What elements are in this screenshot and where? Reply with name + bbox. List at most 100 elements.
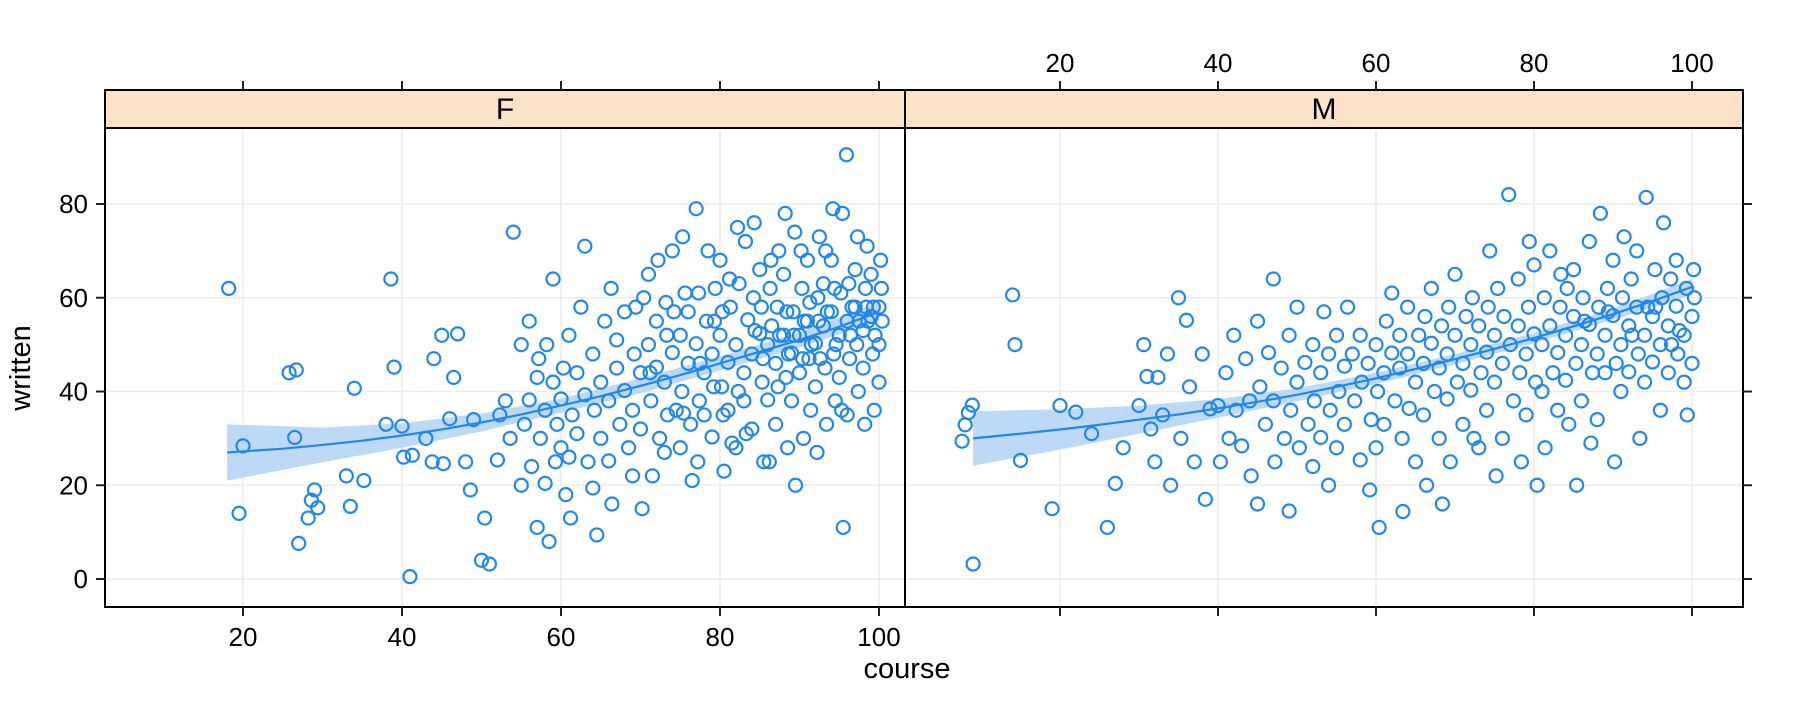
data-point [1155,407,1171,423]
data-point [531,351,547,367]
data-point [1344,346,1360,362]
data-point [740,312,756,328]
data-point [632,421,649,437]
data-point [1243,468,1259,484]
data-point [1613,383,1629,400]
data-point [957,417,973,433]
data-point [1417,308,1433,325]
data-point [1221,430,1237,446]
data-point [823,304,839,320]
data-point [651,430,668,446]
data-point [1378,313,1394,329]
data-point [1368,337,1384,353]
data-point [1249,496,1266,512]
data-point [1249,313,1266,329]
data-point [659,407,676,423]
data-point [624,468,641,484]
data-point [1536,290,1552,306]
data-point [682,416,699,432]
data-point [1289,299,1305,315]
data-point [1212,454,1228,470]
data-point [386,359,402,375]
data-point [577,387,593,403]
data-point [1289,374,1305,390]
data-point [1210,397,1226,414]
data-point [1281,503,1297,519]
data-point [1478,402,1495,418]
data-point [446,369,462,386]
data-point [1283,402,1299,418]
data-point [1426,383,1443,400]
data-point [532,430,548,446]
data-point [1099,519,1116,536]
data-point [1241,393,1258,409]
data-point [1510,271,1526,287]
data-point [521,313,537,329]
data-point [716,463,732,479]
data-point [1501,187,1517,203]
data-point [539,337,555,353]
data-point [1352,327,1368,343]
data-point [812,351,828,367]
data-point [1494,430,1511,446]
data-point [728,337,744,353]
top-axis-tick-label: 100 [1670,48,1713,78]
data-point [616,382,633,399]
data-point [601,453,617,469]
data-point [502,430,518,446]
data-point [838,147,855,163]
data-point [1313,429,1329,446]
data-point [762,280,778,296]
data-point [603,280,619,296]
data-point [1684,355,1700,371]
data-point [1276,430,1292,446]
data-point [728,440,744,456]
data-point [828,337,844,353]
data-point [562,510,579,526]
data-point [458,454,474,470]
data-point [612,416,628,432]
data-point [291,535,307,551]
data-point [644,468,661,484]
data-point [696,365,712,381]
data-point [818,243,834,259]
data-point [1636,374,1653,390]
data-point [1360,355,1376,371]
bottom-axis-tick-label: 40 [388,622,417,652]
data-point [426,351,442,367]
data-point [1052,397,1068,414]
data-point [775,266,792,282]
data-point [865,346,881,362]
data-point [1336,416,1353,432]
data-point [1218,365,1234,381]
data-point [1553,266,1569,282]
data-point [1510,318,1526,334]
left-axis-tick-label: 60 [59,283,88,313]
data-point [1480,299,1496,315]
data-point [577,238,593,254]
data-point [803,402,819,418]
data-point [760,337,776,353]
data-point [1228,402,1244,418]
data-point [960,404,976,421]
data-point [648,313,665,329]
top-axis-tick-label: 20 [1046,48,1075,78]
data-point [1482,243,1498,259]
top-axis-tick-label: 80 [1520,48,1549,78]
data-point [1226,327,1242,343]
data-point [1162,477,1179,493]
data-point [810,313,827,329]
data-point [1363,412,1379,428]
data-point [1526,257,1542,273]
data-point [558,487,574,503]
data-point [450,326,466,342]
data-point [1638,189,1654,206]
data-point [1600,304,1616,320]
data-point [640,337,657,353]
data-point [1322,402,1338,418]
data-point [1671,322,1687,339]
data-point [672,327,688,343]
data-point [1273,360,1289,376]
data-point [1260,344,1277,361]
data-point [803,337,820,353]
